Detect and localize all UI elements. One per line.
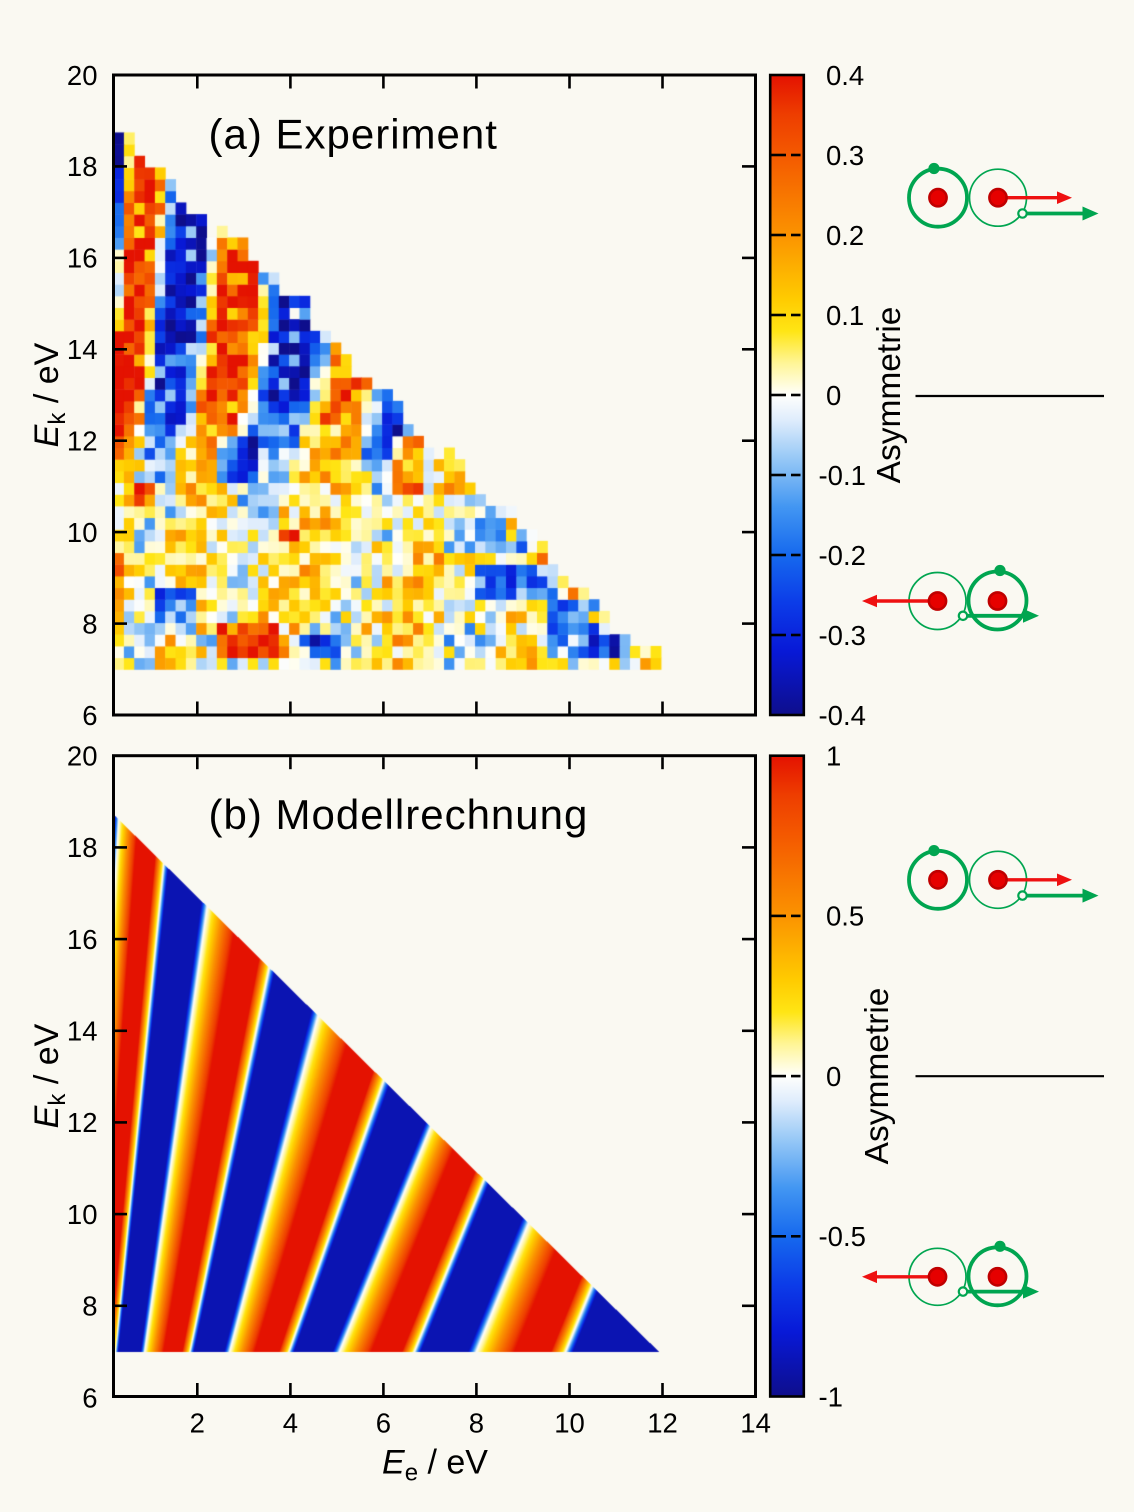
- svg-text:0: 0: [826, 1061, 841, 1092]
- svg-text:16: 16: [67, 924, 98, 955]
- svg-text:-0.3: -0.3: [819, 620, 866, 651]
- svg-text:6: 6: [82, 1382, 97, 1413]
- svg-text:4: 4: [283, 1408, 298, 1439]
- svg-text:Asymmetrie: Asymmetrie: [871, 307, 908, 484]
- svg-text:0.3: 0.3: [826, 140, 864, 171]
- svg-text:-1: -1: [819, 1381, 843, 1412]
- svg-text:10: 10: [67, 517, 98, 548]
- svg-text:Ee / eV: Ee / eV: [382, 1444, 488, 1487]
- svg-text:-0.1: -0.1: [819, 460, 866, 491]
- svg-text:(a) Experiment: (a) Experiment: [209, 110, 498, 157]
- svg-text:12: 12: [67, 426, 98, 457]
- svg-text:-0.5: -0.5: [819, 1221, 866, 1252]
- svg-text:12: 12: [647, 1408, 678, 1439]
- svg-text:18: 18: [67, 832, 98, 863]
- svg-text:2: 2: [190, 1408, 205, 1439]
- svg-text:0.4: 0.4: [826, 60, 864, 91]
- svg-text:14: 14: [67, 334, 98, 365]
- svg-text:14: 14: [740, 1408, 771, 1439]
- svg-text:6: 6: [82, 700, 97, 731]
- svg-text:16: 16: [67, 243, 98, 274]
- svg-text:12: 12: [67, 1107, 98, 1138]
- svg-text:-0.2: -0.2: [819, 540, 866, 571]
- svg-text:6: 6: [376, 1408, 391, 1439]
- svg-text:1: 1: [826, 741, 841, 772]
- svg-text:14: 14: [67, 1016, 98, 1047]
- svg-text:0.5: 0.5: [826, 901, 864, 932]
- svg-text:-0.4: -0.4: [819, 700, 866, 731]
- svg-text:10: 10: [554, 1408, 585, 1439]
- svg-text:8: 8: [82, 608, 97, 639]
- svg-text:8: 8: [469, 1408, 484, 1439]
- svg-text:0.2: 0.2: [826, 220, 864, 251]
- svg-text:0: 0: [826, 380, 841, 411]
- svg-text:Ek / eV: Ek / eV: [28, 342, 71, 447]
- svg-text:Asymmetrie: Asymmetrie: [859, 988, 896, 1165]
- svg-text:Ek / eV: Ek / eV: [28, 1023, 71, 1128]
- svg-text:(b) Modellrechnung: (b) Modellrechnung: [209, 791, 589, 838]
- svg-text:8: 8: [82, 1291, 97, 1322]
- svg-text:20: 20: [67, 741, 98, 772]
- svg-text:0.1: 0.1: [826, 300, 864, 331]
- svg-text:20: 20: [67, 60, 98, 91]
- svg-text:10: 10: [67, 1199, 98, 1230]
- svg-text:18: 18: [67, 151, 98, 182]
